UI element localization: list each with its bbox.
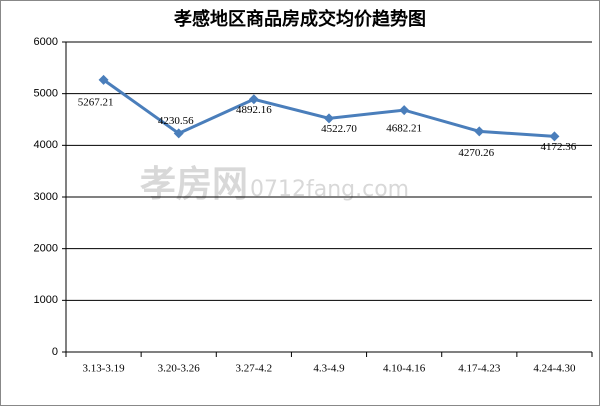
x-tick-label: 4.24-4.30: [533, 363, 576, 375]
value-label: 4682.21: [386, 123, 422, 135]
value-label: 5267.21: [78, 96, 114, 108]
y-tick-label: 1000: [34, 294, 58, 306]
y-tick-label: 5000: [34, 88, 58, 100]
y-tick-label: 0: [52, 346, 58, 358]
value-label: 4522.70: [321, 123, 357, 135]
point-marker: [549, 131, 560, 142]
x-tick-label: 4.3-4.9: [313, 363, 345, 375]
y-tick-label: 3000: [34, 191, 58, 203]
watermark: 0712fang.com: [250, 177, 409, 202]
y-tick-label: 4000: [34, 139, 58, 151]
x-tick-label: 4.17-4.23: [458, 363, 501, 375]
x-tick-label: 4.10-4.16: [383, 363, 426, 375]
value-label: 4230.56: [158, 115, 194, 127]
point-marker: [399, 105, 410, 116]
point-marker: [173, 128, 184, 139]
point-marker: [324, 113, 334, 124]
chart-title: 孝感地区商品房成交均价趋势图: [173, 8, 426, 30]
value-label: 4172.36: [541, 141, 577, 153]
x-tick-label: 3.27-4.2: [236, 363, 273, 375]
y-tick-label: 2000: [34, 243, 58, 255]
point-marker: [248, 94, 259, 105]
watermark: 孝房网: [140, 164, 248, 205]
x-tick-label: 3.20-3.26: [158, 363, 201, 375]
point-marker: [98, 74, 109, 85]
point-marker: [474, 126, 485, 137]
value-label: 4270.26: [458, 147, 494, 159]
value-label: 4892.16: [236, 104, 272, 116]
y-tick-label: 6000: [34, 36, 58, 48]
x-tick-label: 3.13-3.19: [82, 363, 125, 375]
